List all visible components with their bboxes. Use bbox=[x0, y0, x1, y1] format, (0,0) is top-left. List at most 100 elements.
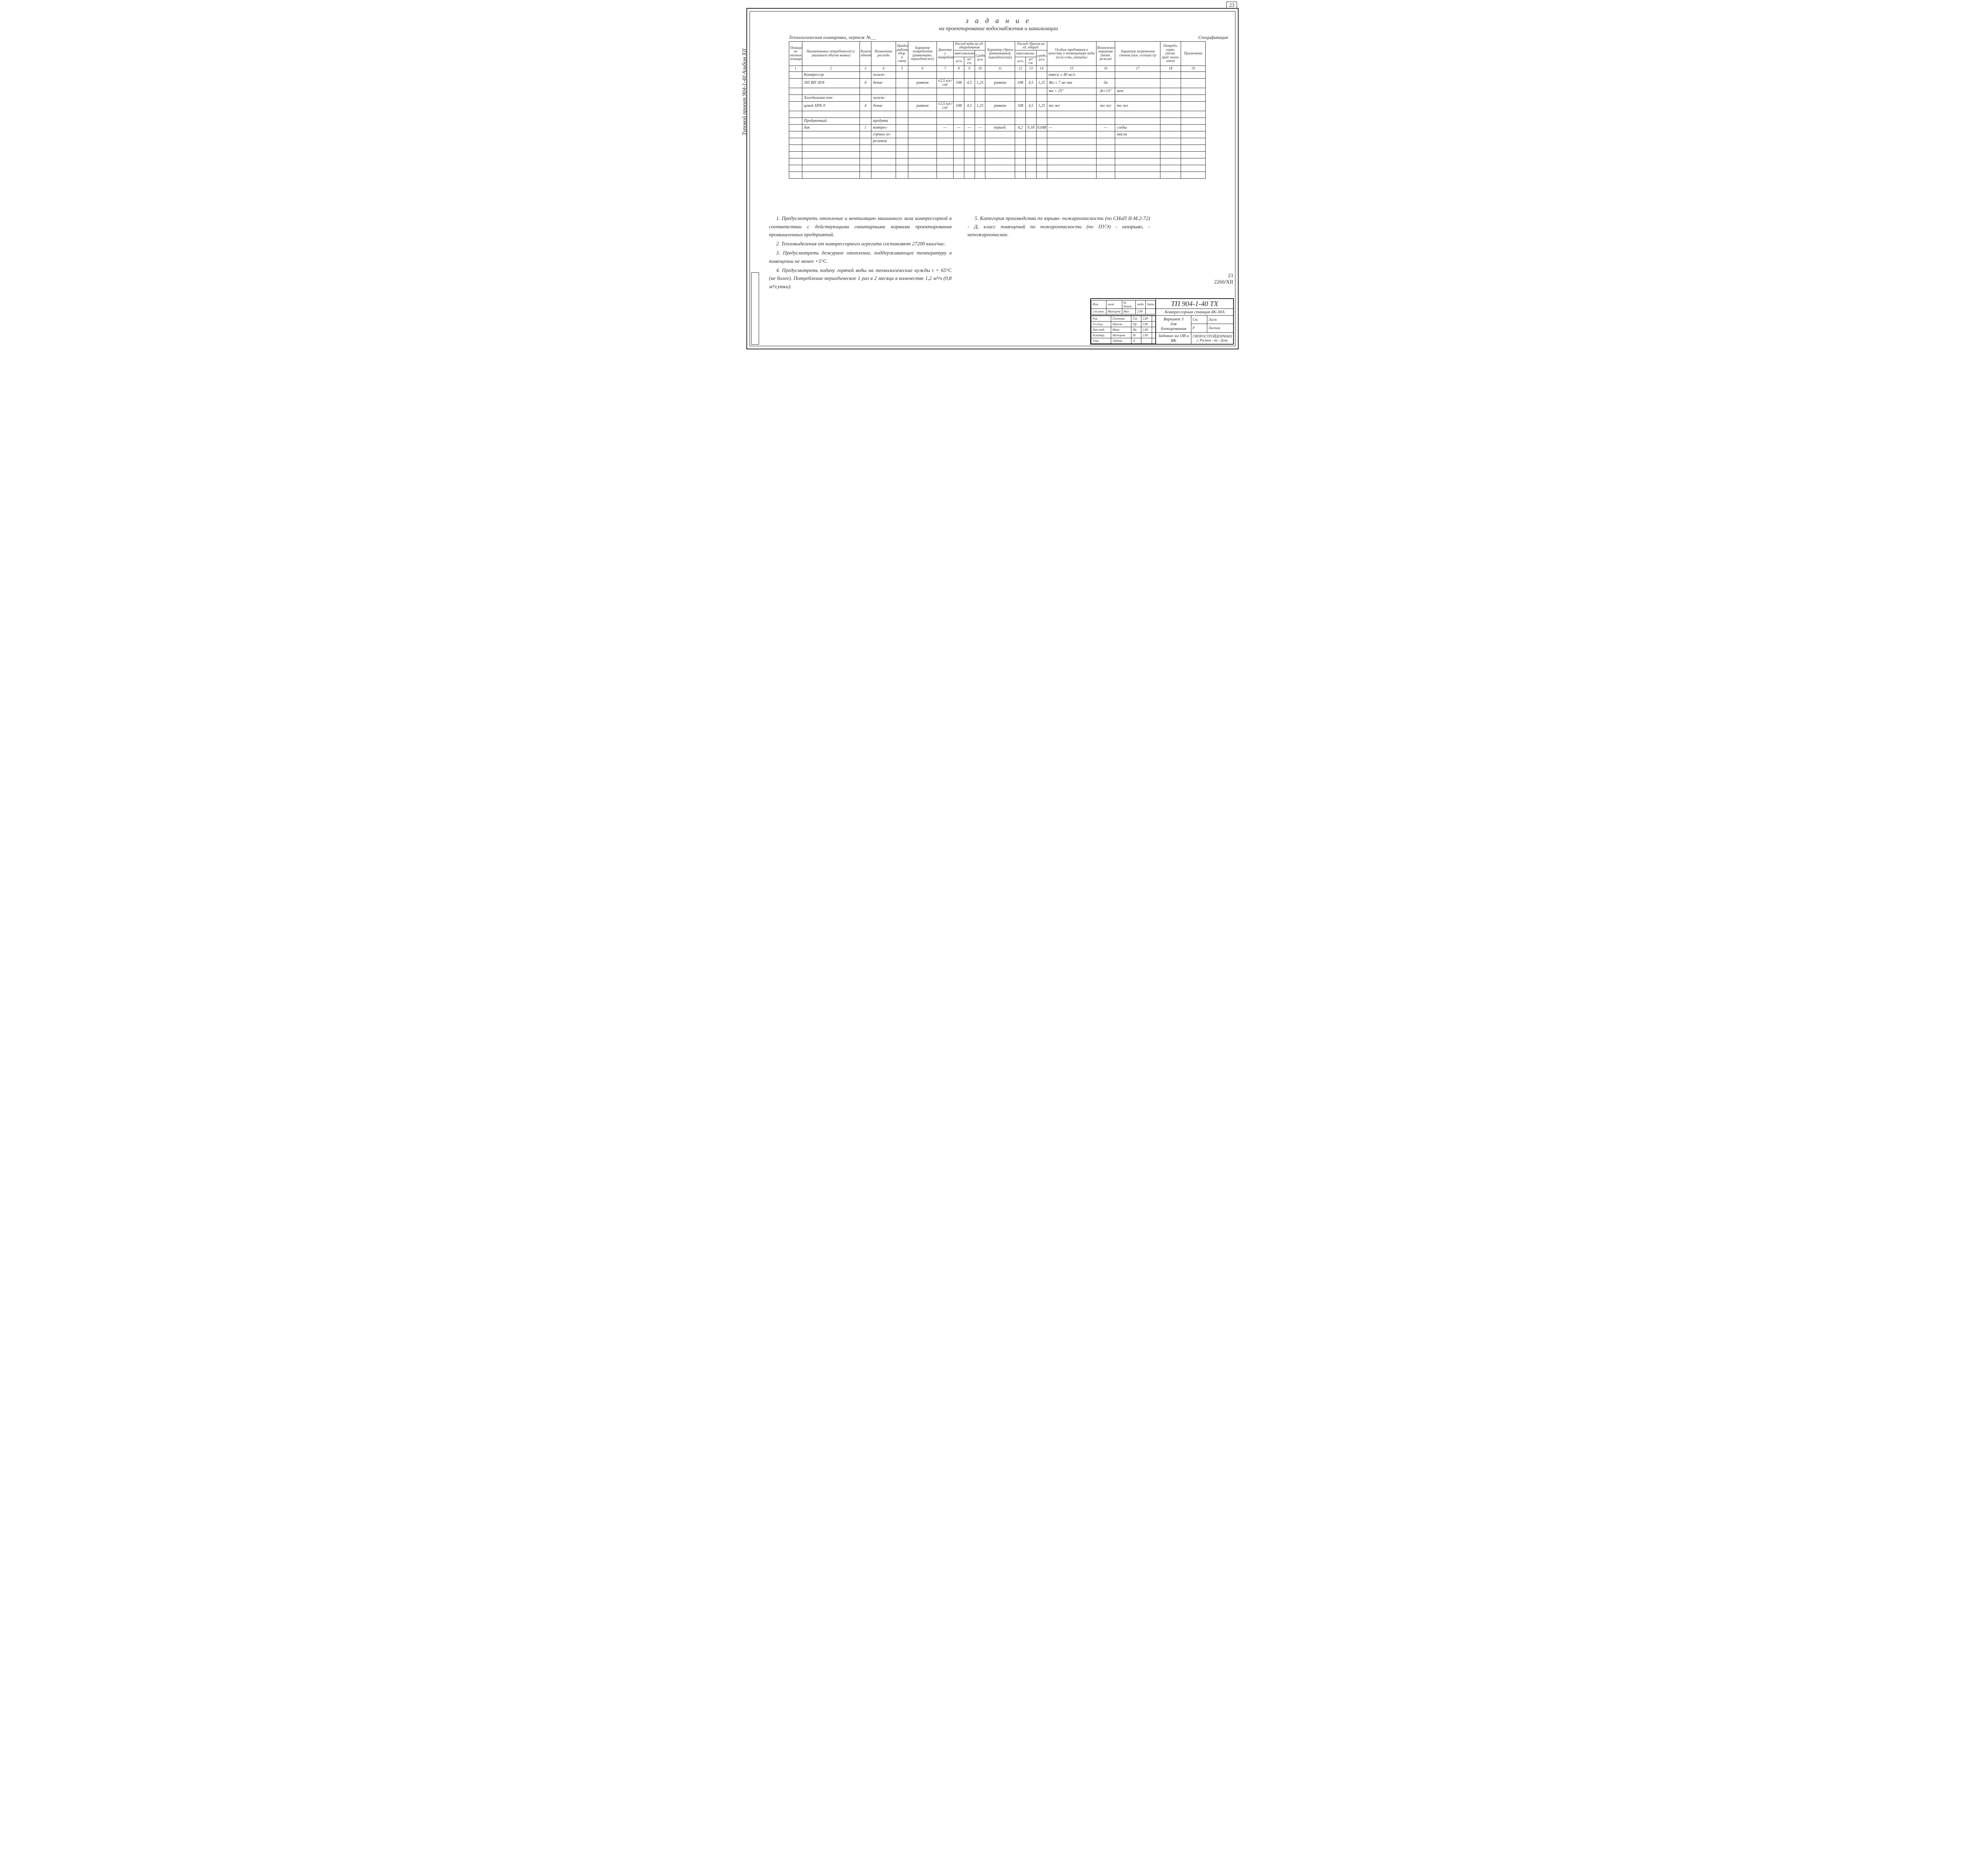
colnum: 8 bbox=[953, 66, 964, 71]
cell: Компрессор bbox=[802, 71, 860, 78]
th-17: Характер загрязнения стоков (хим. состав… bbox=[1115, 42, 1160, 66]
cell bbox=[1096, 71, 1115, 78]
cell bbox=[908, 151, 937, 158]
cell bbox=[1181, 88, 1205, 94]
stamp-cell: Мал bbox=[1122, 308, 1136, 314]
cell: Продувочный bbox=[802, 118, 860, 124]
cell bbox=[1181, 111, 1205, 118]
cell bbox=[1115, 158, 1160, 165]
sheet-label-num: 23 bbox=[1214, 272, 1233, 279]
cell bbox=[937, 88, 953, 94]
th-11: Характер сброса (равномерный, периодичес… bbox=[985, 42, 1015, 66]
cell bbox=[985, 172, 1015, 178]
th-1: Позиция по технологической планировке bbox=[789, 42, 802, 66]
cell bbox=[789, 101, 802, 111]
cell bbox=[937, 118, 953, 124]
stamp-cell bbox=[1146, 308, 1156, 314]
cell bbox=[1047, 145, 1096, 151]
th-3: Количество однотипн. bbox=[860, 42, 871, 66]
notes-right-column: 5. Категория производства по взрыво- пож… bbox=[967, 214, 1150, 292]
cell bbox=[789, 165, 802, 172]
th-g2a: максимальн. bbox=[1015, 50, 1036, 57]
table-caption-row: Технологическая планировка, чертеж №__ С… bbox=[789, 35, 1228, 40]
cell: дение bbox=[871, 78, 896, 88]
cell bbox=[1047, 131, 1096, 138]
cell bbox=[802, 111, 860, 118]
stamp-line2: Вариант 3для блокирования bbox=[1156, 316, 1191, 333]
th-18: Потребл. горяч. (темп. град. колич. имен… bbox=[1160, 42, 1181, 66]
cell bbox=[1181, 124, 1205, 131]
cell bbox=[937, 131, 953, 138]
cell bbox=[964, 88, 975, 94]
cell bbox=[1160, 145, 1181, 151]
stamp-cell: Иван bbox=[1111, 327, 1131, 333]
th-2: Наименование потребителей (с указанием о… bbox=[802, 42, 860, 66]
cell bbox=[1036, 111, 1047, 118]
cell: 4,5 bbox=[964, 101, 975, 111]
colnum: 18 bbox=[1160, 66, 1181, 71]
title-block: Изм.лист№ докум.подп.датаСт.инж.Мальцева… bbox=[1090, 298, 1234, 345]
colnum: 15 bbox=[1047, 66, 1096, 71]
colnum: 10 bbox=[975, 66, 985, 71]
cell bbox=[1036, 145, 1047, 151]
cell bbox=[985, 131, 1015, 138]
cell bbox=[1015, 145, 1025, 151]
cell bbox=[1015, 151, 1025, 158]
cell: компрес- bbox=[871, 124, 896, 131]
cell: равном bbox=[908, 78, 937, 88]
cell: 108 bbox=[953, 101, 964, 111]
th-14: м³/см. bbox=[1025, 57, 1036, 66]
cell bbox=[964, 111, 975, 118]
cell bbox=[1096, 158, 1115, 165]
cell bbox=[985, 88, 1015, 94]
side-revision-block bbox=[751, 272, 759, 345]
stamp-p: Р bbox=[1191, 324, 1207, 332]
th-g1a: максимальный bbox=[953, 50, 975, 57]
cell bbox=[1160, 165, 1181, 172]
stamp-cell: 2.80 bbox=[1141, 333, 1152, 338]
cell: 305 ВП 30/8 bbox=[802, 78, 860, 88]
cell bbox=[1096, 165, 1115, 172]
cell bbox=[896, 165, 908, 172]
th-4: Назначение расхода bbox=[871, 42, 896, 66]
cell: — bbox=[953, 124, 964, 131]
cell bbox=[975, 94, 985, 101]
sheet-label-code: 2260/XII bbox=[1214, 279, 1233, 285]
cell bbox=[1025, 118, 1036, 124]
cell bbox=[860, 165, 871, 172]
cell bbox=[1047, 138, 1096, 145]
cell bbox=[1015, 138, 1025, 145]
cell bbox=[871, 145, 896, 151]
cell bbox=[860, 131, 871, 138]
stamp-cell: Гл.спец. bbox=[1091, 322, 1111, 327]
cell bbox=[985, 145, 1015, 151]
colnum: 5 bbox=[896, 66, 908, 71]
cell bbox=[1115, 172, 1160, 178]
stamp-cell: 2.80 bbox=[1141, 327, 1152, 333]
cell bbox=[1181, 138, 1205, 145]
cell bbox=[908, 138, 937, 145]
cell bbox=[937, 94, 953, 101]
cell bbox=[1181, 71, 1205, 78]
cell: то же bbox=[1115, 101, 1160, 111]
cell: 1 bbox=[860, 124, 871, 131]
cell bbox=[1015, 88, 1025, 94]
cell bbox=[953, 165, 964, 172]
cell bbox=[896, 111, 908, 118]
cell bbox=[1096, 118, 1115, 124]
cell bbox=[975, 165, 985, 172]
cell bbox=[937, 158, 953, 165]
cell bbox=[789, 131, 802, 138]
th-19: Примечание bbox=[1181, 42, 1205, 66]
stamp-cell: Нач.отд. bbox=[1091, 327, 1111, 333]
cell bbox=[896, 101, 908, 111]
cell bbox=[1160, 138, 1181, 145]
cell bbox=[789, 71, 802, 78]
cell: 0,18 bbox=[1025, 124, 1036, 131]
cell: масла bbox=[1115, 131, 1160, 138]
cell bbox=[1181, 101, 1205, 111]
cell bbox=[860, 145, 871, 151]
colnum: 12 bbox=[1015, 66, 1025, 71]
colnum: 19 bbox=[1181, 66, 1205, 71]
cell bbox=[789, 151, 802, 158]
